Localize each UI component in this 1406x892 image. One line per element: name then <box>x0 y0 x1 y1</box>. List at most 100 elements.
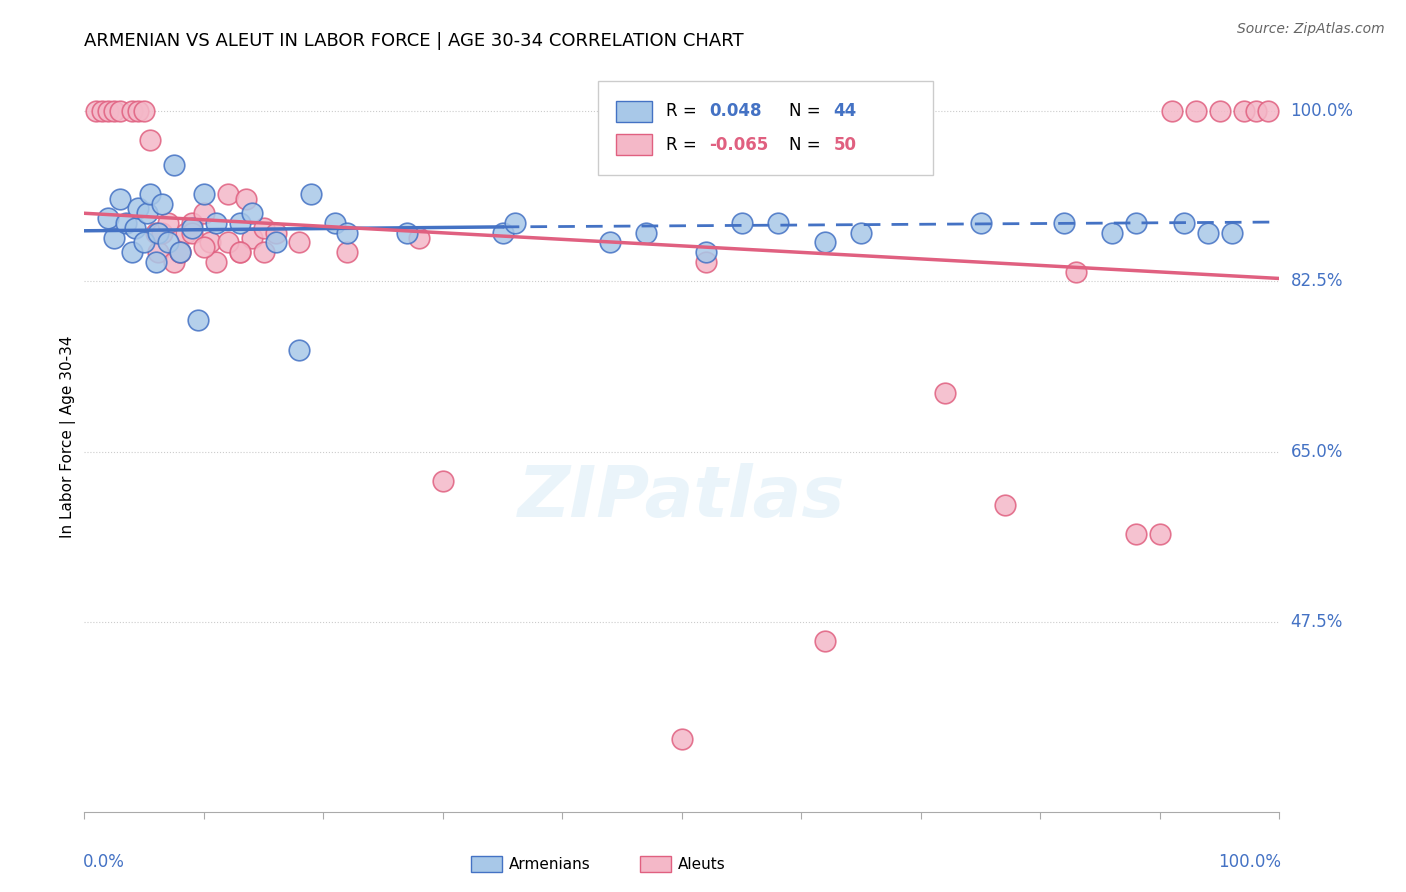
Point <box>157 216 180 230</box>
Point <box>1066 265 1088 279</box>
Point <box>187 313 209 327</box>
Point <box>97 211 120 226</box>
Point <box>205 255 228 269</box>
FancyBboxPatch shape <box>616 135 652 155</box>
Point <box>408 230 430 244</box>
Point <box>103 230 125 244</box>
Point <box>1173 216 1195 230</box>
Point <box>145 255 167 269</box>
Point <box>240 206 263 220</box>
Point <box>193 240 215 254</box>
Text: ARMENIAN VS ALEUT IN LABOR FORCE | AGE 30-34 CORRELATION CHART: ARMENIAN VS ALEUT IN LABOR FORCE | AGE 3… <box>84 32 744 50</box>
Text: ZIPatlas: ZIPatlas <box>519 463 845 532</box>
Point <box>970 216 993 230</box>
Point <box>110 192 132 206</box>
Text: 47.5%: 47.5% <box>1291 613 1343 631</box>
Point <box>336 226 359 240</box>
Point <box>198 235 221 250</box>
Point <box>205 216 228 230</box>
Text: 100.0%: 100.0% <box>1291 102 1354 120</box>
Point <box>139 186 162 201</box>
Point <box>148 226 170 240</box>
Point <box>336 245 359 260</box>
Point <box>132 235 156 250</box>
Point <box>766 216 789 230</box>
Point <box>121 245 143 260</box>
Point <box>1149 527 1171 541</box>
Point <box>325 216 347 230</box>
Point <box>115 216 138 230</box>
Point <box>127 104 149 119</box>
Point <box>851 226 873 240</box>
Point <box>253 220 276 235</box>
Text: Source: ZipAtlas.com: Source: ZipAtlas.com <box>1237 22 1385 37</box>
Point <box>169 245 191 260</box>
Text: 0.048: 0.048 <box>710 103 762 120</box>
Text: 82.5%: 82.5% <box>1291 272 1343 291</box>
Point <box>503 216 526 230</box>
Point <box>1197 226 1219 240</box>
Point <box>731 216 754 230</box>
Point <box>157 235 180 250</box>
Point <box>181 220 204 235</box>
Point <box>814 634 837 648</box>
Point <box>181 226 204 240</box>
Point <box>695 245 717 260</box>
Point <box>97 104 120 119</box>
FancyBboxPatch shape <box>616 101 652 121</box>
Point <box>253 245 276 260</box>
Point <box>599 235 621 250</box>
Text: N =: N = <box>790 136 827 153</box>
Point <box>264 226 287 240</box>
Text: 44: 44 <box>834 103 856 120</box>
Point <box>193 206 215 220</box>
Point <box>1233 104 1256 119</box>
Point <box>139 133 162 147</box>
Point <box>86 104 108 119</box>
Point <box>492 226 515 240</box>
Point <box>135 206 157 220</box>
Point <box>1257 104 1279 119</box>
Point <box>217 186 239 201</box>
Point <box>1185 104 1208 119</box>
Text: 100.0%: 100.0% <box>1218 853 1281 871</box>
Point <box>169 245 191 260</box>
Point <box>229 245 252 260</box>
Point <box>288 235 311 250</box>
Point <box>1220 226 1243 240</box>
Point <box>1244 104 1267 119</box>
Point <box>1161 104 1184 119</box>
Point <box>240 230 263 244</box>
Point <box>636 226 658 240</box>
Point <box>181 216 204 230</box>
Point <box>229 216 252 230</box>
Point <box>934 386 956 401</box>
Point <box>132 104 156 119</box>
Text: 50: 50 <box>834 136 856 153</box>
Point <box>235 192 257 206</box>
Point <box>814 235 837 250</box>
Point <box>217 235 239 250</box>
Point <box>145 226 167 240</box>
Text: Aleuts: Aleuts <box>678 857 725 871</box>
Point <box>150 196 173 211</box>
Text: R =: R = <box>666 103 703 120</box>
Point <box>264 235 287 250</box>
Y-axis label: In Labor Force | Age 30-34: In Labor Force | Age 30-34 <box>60 335 76 539</box>
Point <box>193 186 215 201</box>
Point <box>671 731 693 746</box>
Text: N =: N = <box>790 103 827 120</box>
Point <box>432 474 454 488</box>
Point <box>174 226 197 240</box>
Text: 0.0%: 0.0% <box>83 853 125 871</box>
Point <box>288 343 311 357</box>
Text: Armenians: Armenians <box>509 857 591 871</box>
Point <box>1125 527 1147 541</box>
Point <box>163 255 186 269</box>
Text: 65.0%: 65.0% <box>1291 442 1343 460</box>
Point <box>127 202 149 216</box>
Text: -0.065: -0.065 <box>710 136 769 153</box>
Point <box>695 255 717 269</box>
Point <box>301 186 323 201</box>
FancyBboxPatch shape <box>599 81 934 175</box>
